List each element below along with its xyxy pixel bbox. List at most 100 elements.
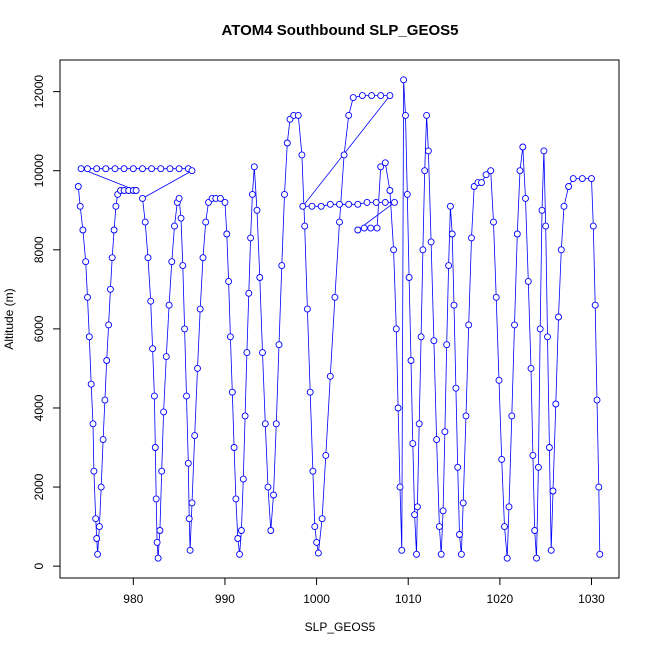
data-point [435,523,443,531]
data-point [311,523,319,531]
data-point [345,200,353,208]
data-point [165,301,173,309]
data-point [191,432,199,440]
data-point [120,165,128,173]
x-tick-label: 1000 [303,592,330,606]
data-point [326,200,334,208]
data-point [349,94,357,102]
data-point [394,404,402,412]
data-point [303,305,311,313]
data-point [391,198,398,206]
data-point [95,523,103,531]
data-point [216,194,224,202]
data-point [236,550,244,558]
data-point [340,151,348,159]
data-point [270,491,277,499]
data-point [110,226,118,234]
data-point [501,523,508,531]
data-point [450,301,458,309]
y-tick-label: 10000 [32,154,46,188]
data-point [93,535,101,542]
data-point [181,325,189,333]
data-point [478,179,485,187]
data-point [487,167,495,175]
data-point [533,554,540,562]
data-point [253,206,261,214]
data-point [267,527,275,534]
data-point [275,341,283,349]
data-point [508,412,516,420]
data-point [162,353,170,361]
data-point [144,254,152,262]
data-point [360,224,368,232]
data-point [427,238,435,246]
data-point [411,511,419,519]
y-tick-label: 8000 [32,236,46,263]
data-point [154,554,162,562]
data-point [468,234,475,242]
data-point [186,546,194,554]
data-point [314,549,322,557]
data-point [596,550,604,558]
data-point [331,293,339,301]
data-point [112,202,120,210]
data-point [228,388,236,396]
data-point [345,111,353,119]
data-point [132,187,140,194]
data-point [194,364,201,372]
data-point [549,487,557,495]
data-point [531,527,539,534]
data-point [536,325,544,333]
data-point [177,214,185,222]
data-point [390,246,398,254]
data-point [234,535,242,542]
data-point [424,147,432,155]
data-point [175,165,183,173]
data-point [281,190,288,198]
x-tick-label: 980 [123,592,143,606]
data-point [317,202,325,210]
data-point [93,165,101,173]
data-point [595,483,603,491]
data-point [505,503,513,511]
data-point [183,392,190,400]
data-point [283,139,291,147]
data-point [386,187,394,194]
data-point [94,550,102,558]
data-point [407,357,415,364]
data-point [243,349,251,357]
data-point [409,440,417,448]
data-point [417,333,425,341]
data-point [85,333,93,341]
data-point [446,202,454,210]
data-point [160,408,168,416]
data-point [392,325,400,333]
data-point [516,167,524,175]
data-point [148,165,156,173]
data-point [106,285,114,293]
data-point [421,167,429,175]
data-point [363,198,371,206]
data-point [381,198,389,206]
data-point [259,349,266,357]
data-point [527,364,535,372]
data-point [171,222,178,230]
data-point [105,321,113,329]
data-point [492,293,500,301]
data-point [188,499,196,507]
data-point [82,258,90,266]
data-point [84,165,91,173]
data-point [490,218,497,226]
data-point [377,163,385,171]
data-point [354,200,362,208]
data-point [513,230,521,238]
x-axis: 980 990 1000 1010 1020 1030 [123,577,605,606]
data-point [445,262,453,270]
y-tick-label: 0 [32,562,46,569]
data-point [560,202,568,210]
data-point [196,305,204,313]
x-tick-label: 990 [215,592,235,606]
data-point [152,495,160,503]
x-tick-label: 1010 [395,592,422,606]
data-point [239,475,247,483]
